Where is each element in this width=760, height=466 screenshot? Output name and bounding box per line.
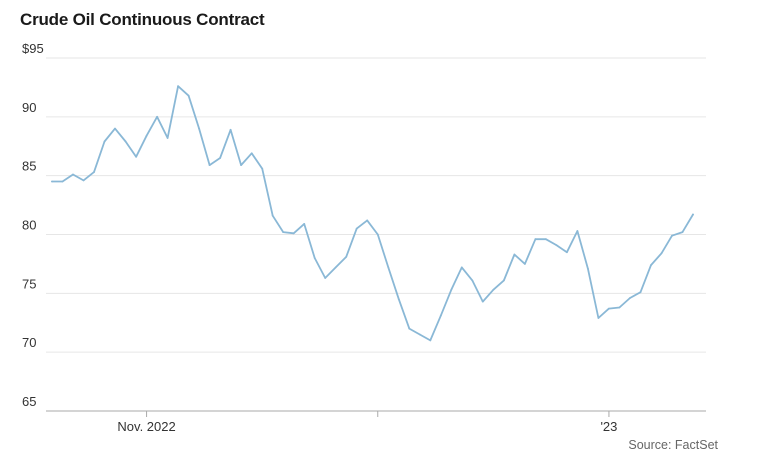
data-point: [629, 297, 631, 299]
data-point: [166, 137, 169, 139]
data-point: [103, 140, 106, 143]
data-point: [408, 327, 411, 330]
data-point: [503, 279, 505, 282]
data-point: [250, 152, 253, 155]
y-tick-label: $95: [22, 41, 44, 56]
data-point: [124, 140, 127, 143]
price-line: [51, 85, 694, 342]
data-point: [660, 252, 663, 255]
data-point: [692, 213, 694, 216]
data-point: [51, 180, 53, 183]
y-tick-label: 65: [22, 394, 36, 409]
y-axis-ticks: $95 90 85 80 75 70 65: [22, 41, 44, 409]
data-point: [429, 339, 432, 342]
data-point: [492, 288, 495, 291]
y-tick-label: 80: [22, 218, 36, 233]
data-point: [229, 128, 232, 131]
data-point: [387, 266, 390, 269]
data-point: [187, 94, 190, 97]
data-point: [366, 219, 369, 222]
data-point: [481, 300, 484, 303]
series-layer: [51, 85, 694, 342]
data-point: [114, 127, 116, 130]
data-point: [93, 171, 95, 174]
x-tick-label: Nov. 2022: [117, 419, 175, 434]
data-point: [513, 253, 516, 256]
data-point: [608, 307, 610, 310]
source-note: Source: FactSet: [628, 438, 718, 452]
data-point: [135, 155, 138, 158]
data-point: [261, 167, 264, 170]
gridlines: [46, 57, 706, 353]
data-point: [639, 291, 642, 294]
chart-title: Crude Oil Continuous Contract: [20, 10, 265, 29]
data-point: [534, 238, 537, 241]
data-point: [397, 298, 400, 301]
data-point: [324, 277, 327, 279]
data-point: [156, 115, 159, 118]
data-point: [671, 234, 673, 237]
data-point: [334, 266, 337, 269]
data-point: [460, 266, 463, 269]
data-point: [345, 256, 348, 258]
data-point: [82, 179, 85, 182]
y-tick-label: 90: [22, 100, 36, 115]
data-point: [439, 314, 442, 317]
data-point: [303, 223, 306, 225]
data-point: [271, 214, 274, 217]
data-point: [355, 227, 358, 230]
data-point: [597, 317, 600, 319]
data-point: [545, 238, 547, 241]
data-point: [145, 134, 148, 137]
data-point: [471, 279, 474, 282]
data-point: [240, 164, 243, 167]
data-point: [61, 180, 64, 183]
data-point: [524, 263, 526, 265]
data-point: [219, 157, 222, 159]
x-axis: Nov. 2022 '23: [46, 410, 706, 434]
data-point: [313, 257, 316, 259]
y-tick-label: 75: [22, 276, 36, 291]
data-point: [566, 251, 568, 254]
data-point: [681, 231, 684, 234]
data-point: [282, 231, 285, 234]
data-point: [418, 333, 421, 336]
data-point: [177, 85, 180, 88]
data-point: [208, 164, 211, 167]
data-point: [576, 230, 579, 232]
data-point: [376, 233, 379, 236]
data-point: [198, 127, 201, 130]
y-tick-label: 85: [22, 159, 36, 174]
x-tick-label: '23: [600, 419, 617, 434]
data-point: [587, 267, 589, 270]
data-point: [555, 244, 558, 247]
data-point: [72, 173, 74, 176]
data-point: [650, 264, 652, 266]
data-point: [292, 232, 295, 235]
data-point: [618, 306, 621, 309]
y-tick-label: 70: [22, 335, 36, 350]
data-point: [450, 288, 453, 291]
